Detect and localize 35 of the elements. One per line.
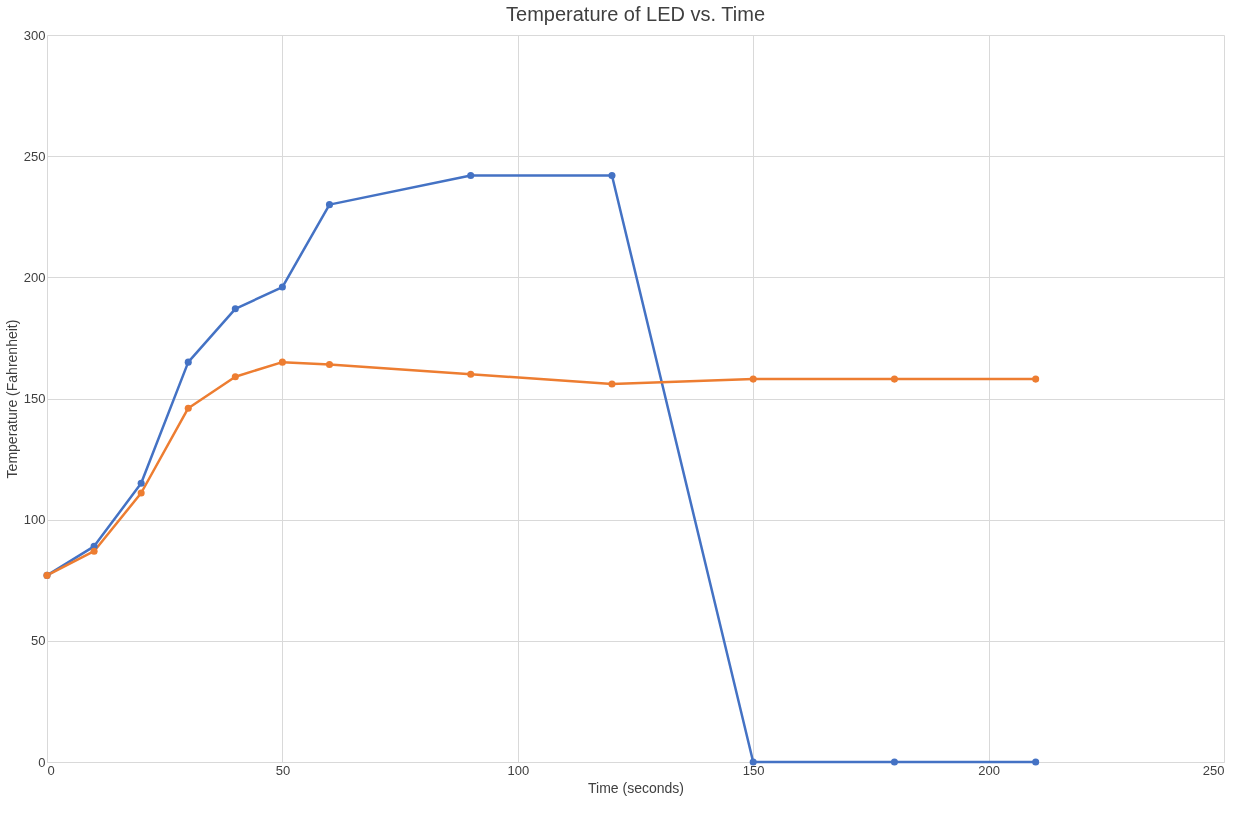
- x-tick-label: 200: [978, 762, 1000, 778]
- point: [184, 404, 192, 412]
- point: [231, 305, 239, 313]
- y-axis-title: Temperature (Fahrenheit): [3, 319, 20, 479]
- x-axis-title: Time (seconds): [588, 779, 684, 796]
- point: [467, 370, 475, 378]
- point: [325, 201, 334, 209]
- point: [1032, 758, 1040, 766]
- x-tick-label: 250: [1202, 762, 1225, 778]
- point: [278, 358, 286, 366]
- point: [749, 375, 757, 383]
- point: [608, 380, 616, 388]
- y-tick-label: 100: [23, 512, 46, 528]
- y-tick-label: 200: [23, 269, 46, 285]
- x-tick-label: 150: [742, 762, 765, 778]
- point: [137, 489, 145, 497]
- y-tick-label: 150: [23, 391, 46, 406]
- point: [90, 547, 98, 555]
- point: [278, 283, 286, 291]
- y-tick-label: 50: [31, 633, 46, 649]
- point: [231, 373, 239, 381]
- point: [890, 375, 898, 383]
- point: [325, 361, 334, 369]
- point: [1032, 375, 1040, 383]
- point: [749, 758, 757, 766]
- point: [137, 479, 145, 487]
- x-tick-label: 50: [275, 762, 291, 778]
- point: [890, 758, 898, 766]
- point: [467, 172, 475, 180]
- point: [608, 172, 616, 180]
- point: [184, 358, 192, 366]
- y-tick-label: 300: [23, 27, 46, 43]
- y-tick-label: 250: [23, 148, 46, 164]
- x-tick-label: 100: [507, 762, 530, 778]
- chart-title: Temperature of LED vs. Time: [506, 3, 765, 25]
